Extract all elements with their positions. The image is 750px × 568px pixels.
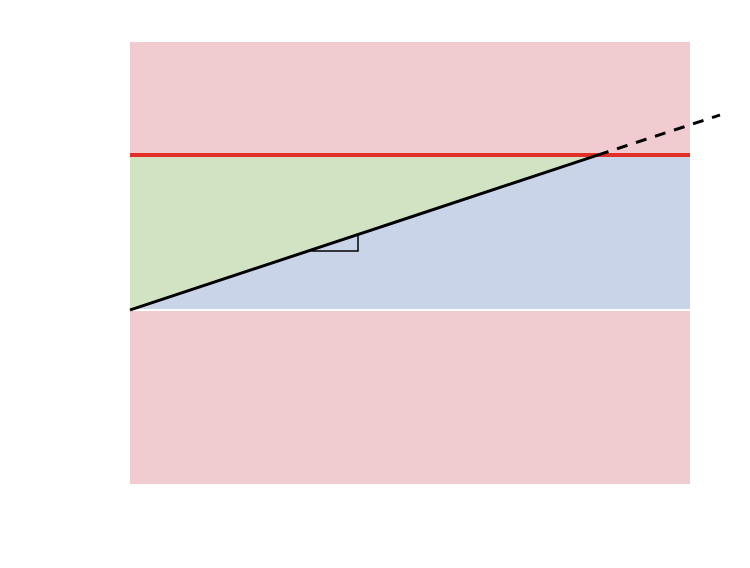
region-top-strong-reaction	[130, 42, 690, 155]
region-bottom-strong-mixing	[130, 310, 690, 484]
regime-diagram	[0, 0, 750, 568]
